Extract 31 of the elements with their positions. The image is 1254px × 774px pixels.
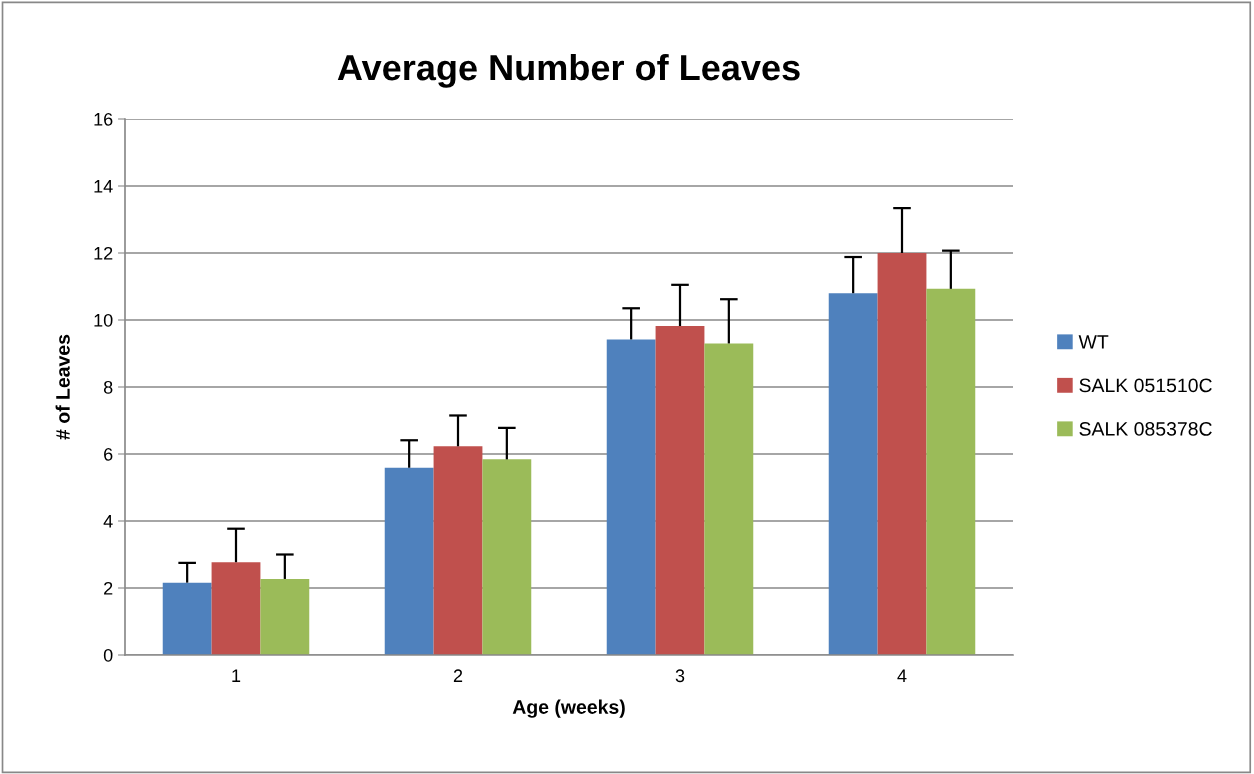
y-tick-label: 14 [94, 180, 113, 193]
y-tick-label: 4 [103, 515, 113, 528]
bar [828, 293, 878, 655]
bar [606, 339, 656, 655]
bar [704, 343, 754, 655]
y-tick-label: 8 [103, 380, 113, 394]
bar [162, 582, 212, 655]
chart-title: Average Number of Leaves [337, 53, 800, 88]
bar [926, 288, 976, 655]
x-axis-title: Age (weeks) [512, 699, 625, 718]
bar [260, 578, 310, 655]
y-tick-label: 2 [104, 581, 113, 595]
legend-label: SALK 085378C [1079, 422, 1212, 436]
x-tick-label: 2 [453, 669, 463, 682]
y-tick-label: 12 [94, 246, 113, 260]
legend-label: WT [1078, 335, 1109, 349]
y-axis-title: # of Leaves [55, 334, 70, 440]
legend-label: SALK 051510C [1079, 378, 1212, 393]
bar [482, 459, 532, 655]
y-tick-label: 16 [94, 112, 113, 126]
x-tick-label: 3 [675, 669, 685, 683]
x-tick-label: 4 [897, 669, 907, 682]
bar [655, 326, 705, 655]
y-tick-label: 10 [94, 313, 113, 327]
y-tick-label: 6 [104, 447, 113, 461]
x-tick-label: 1 [232, 669, 241, 682]
bar [384, 467, 434, 655]
y-tick-label: 0 [103, 648, 113, 662]
bar [211, 562, 261, 655]
bar [433, 446, 483, 655]
bar [877, 253, 927, 655]
